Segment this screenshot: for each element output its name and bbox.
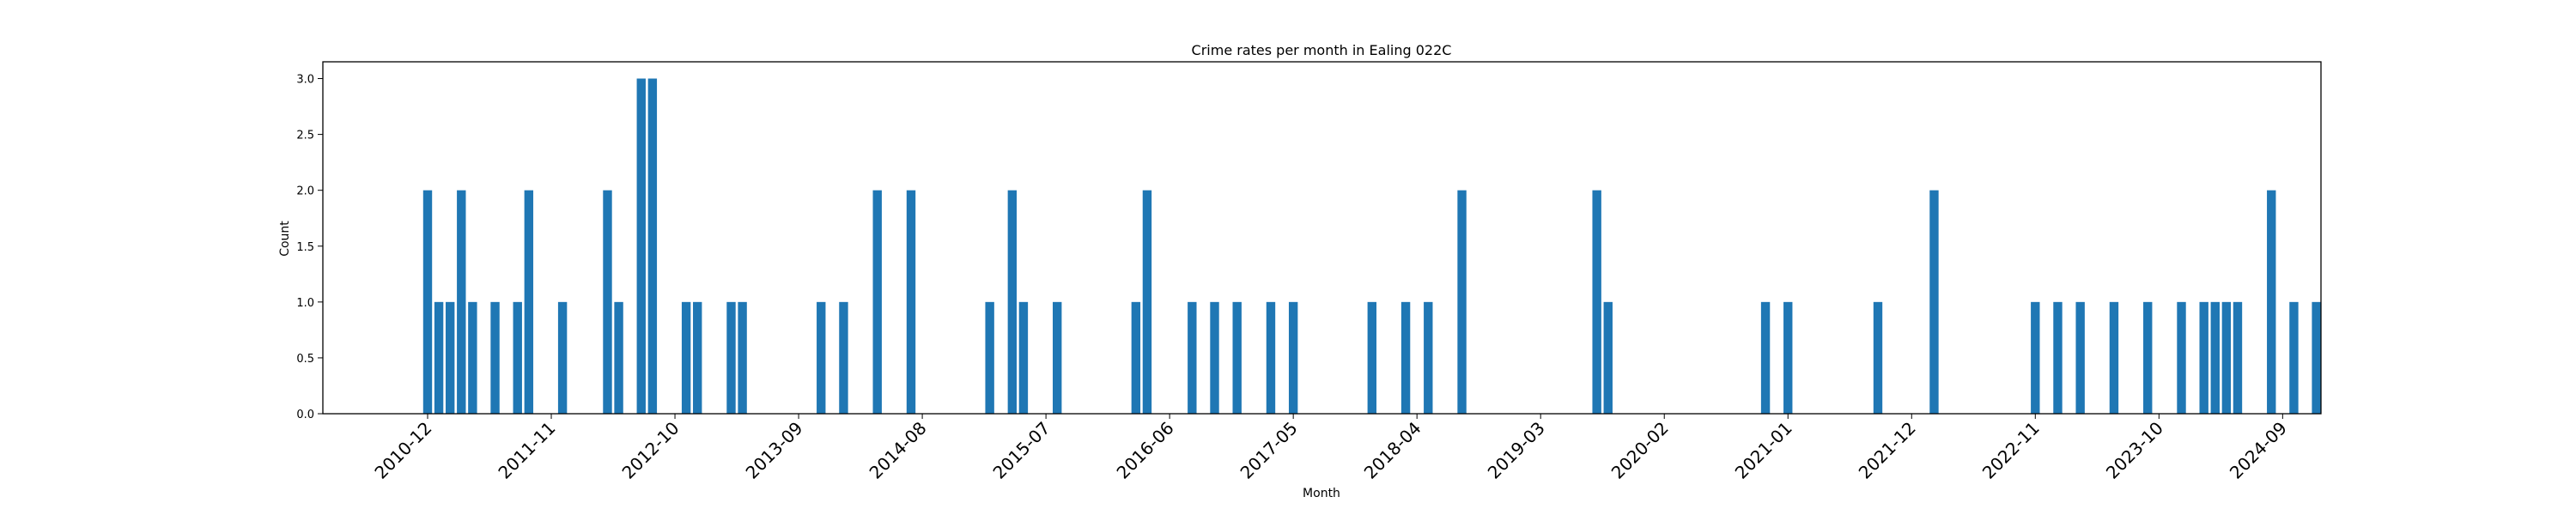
bar-2023-01 (2053, 301, 2063, 414)
bar-2010-12 (422, 190, 433, 414)
bar-2011-01 (434, 301, 444, 414)
bar-2024-12 (2312, 301, 2321, 414)
bar-2011-08 (513, 301, 522, 414)
bar-2013-04 (738, 301, 747, 414)
bar-2017-12 (1367, 301, 1377, 414)
y-tick-label: 0.0 (296, 409, 314, 421)
y-tick-label: 1.5 (296, 241, 314, 254)
bar-2011-02 (445, 301, 455, 414)
bar-2016-12 (1232, 301, 1242, 414)
bar-2018-05 (1424, 301, 1433, 414)
bar-2012-04 (603, 190, 612, 414)
bars (422, 78, 2321, 415)
bar-2024-10 (2289, 301, 2299, 414)
bar-2021-09 (1873, 301, 1883, 414)
bar-2023-12 (2177, 301, 2186, 414)
bar-2012-05 (614, 301, 623, 414)
bar-2012-07 (636, 78, 646, 415)
bar-2018-08 (1457, 190, 1467, 414)
y-axis-label: Count (278, 221, 292, 257)
bar-2023-03 (2075, 301, 2085, 414)
y-axis: 0.0 0.5 1.0 1.5 2.0 2.5 3.0 (296, 74, 323, 421)
bar-2012-11 (681, 301, 691, 414)
y-tick-label: 0.5 (296, 353, 314, 366)
plot-frame (322, 61, 2322, 415)
chart-title: Crime rates per month in Ealing 022C (1192, 42, 1452, 58)
bar-2015-02 (985, 301, 994, 414)
bar-2015-08 (1053, 301, 1062, 414)
bar-2024-04 (2221, 301, 2232, 414)
bar-2022-02 (1929, 190, 1939, 414)
bar-2013-11 (817, 301, 826, 414)
y-tick-label: 1.0 (296, 297, 314, 310)
bar-2023-09 (2143, 301, 2153, 414)
bar-2017-05 (1288, 301, 1298, 414)
bar-2023-06 (2109, 301, 2119, 414)
bar-2019-09 (1603, 301, 1613, 414)
bar-2014-01 (839, 301, 848, 414)
bar-2012-12 (693, 301, 702, 414)
bar-2011-09 (524, 190, 534, 414)
bar-2011-04 (468, 301, 477, 414)
bar-2014-07 (906, 190, 916, 414)
bar-2014-04 (872, 190, 882, 414)
bar-2011-06 (490, 301, 500, 414)
bar-2011-12 (557, 301, 568, 414)
bar-2024-02 (2199, 301, 2208, 414)
bar-2019-08 (1592, 190, 1601, 414)
bar-2024-05 (2233, 301, 2243, 414)
bar-2016-03 (1131, 301, 1141, 414)
bar-2024-03 (2210, 301, 2220, 414)
bar-2016-04 (1142, 190, 1152, 414)
y-tick-label: 3.0 (296, 74, 314, 87)
bar-2020-11 (1760, 301, 1771, 414)
y-tick-label: 2.5 (296, 130, 314, 142)
bar-2017-03 (1266, 301, 1276, 414)
bar-2011-03 (457, 190, 466, 414)
bar-2021-01 (1783, 301, 1793, 414)
bar-2012-08 (647, 78, 658, 415)
bar-2024-08 (2267, 190, 2276, 414)
bar-2015-05 (1018, 301, 1029, 414)
bar-2016-08 (1188, 301, 1197, 414)
x-axis-label: Month (1303, 487, 1340, 500)
bar-2022-11 (2031, 301, 2040, 414)
y-tick-label: 2.0 (296, 185, 314, 198)
bar-2018-03 (1400, 301, 1411, 414)
bar-2013-03 (726, 301, 736, 414)
bar-2015-04 (1007, 190, 1018, 414)
bar-2016-10 (1210, 301, 1219, 414)
